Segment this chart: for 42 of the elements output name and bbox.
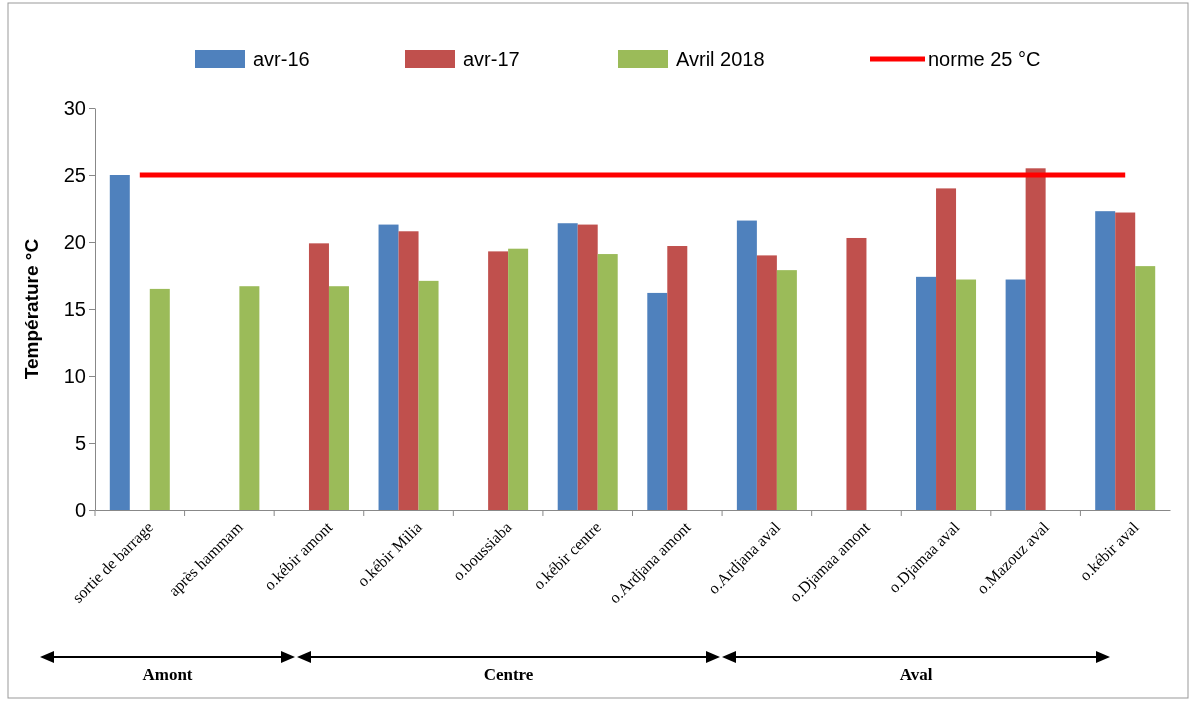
bar [328, 286, 349, 510]
y-tick-label: 30 [63, 96, 86, 119]
legend-label: Avril 2018 [676, 48, 765, 70]
legend-label: avr-17 [463, 48, 520, 70]
y-tick-label: 25 [63, 163, 86, 186]
bar [508, 248, 529, 510]
bar [956, 279, 977, 510]
bar [1135, 266, 1156, 510]
bar [488, 251, 509, 510]
bar [1025, 168, 1046, 510]
bar [597, 254, 618, 510]
bar [308, 243, 329, 510]
legend-label: avr-16 [253, 48, 310, 70]
y-axis-title: Température °C [21, 238, 42, 380]
bar [776, 270, 797, 510]
bar [846, 237, 867, 510]
y-tick-label: 5 [74, 431, 86, 454]
bar [916, 276, 937, 510]
bar [936, 188, 957, 510]
text: Amont [142, 665, 193, 684]
legend-label: norme 25 °C [928, 48, 1041, 70]
bar [1115, 212, 1136, 510]
text: Centre [483, 665, 534, 684]
y-tick-label: 0 [74, 498, 86, 521]
bar [149, 288, 170, 510]
bar [1095, 211, 1116, 510]
bar [667, 246, 688, 510]
bar [378, 224, 399, 510]
y-tick-label: 15 [63, 297, 86, 320]
y-tick-label: 10 [63, 364, 86, 387]
bar [557, 223, 578, 510]
bar [398, 231, 419, 510]
bar [109, 175, 130, 510]
bar [647, 292, 668, 510]
text: Aval [899, 665, 933, 684]
y-tick-label: 20 [63, 230, 86, 253]
bar [239, 286, 260, 510]
bar [736, 220, 757, 510]
bar [756, 255, 777, 510]
bar [418, 280, 439, 510]
bar [577, 224, 598, 510]
bar [1005, 279, 1026, 510]
